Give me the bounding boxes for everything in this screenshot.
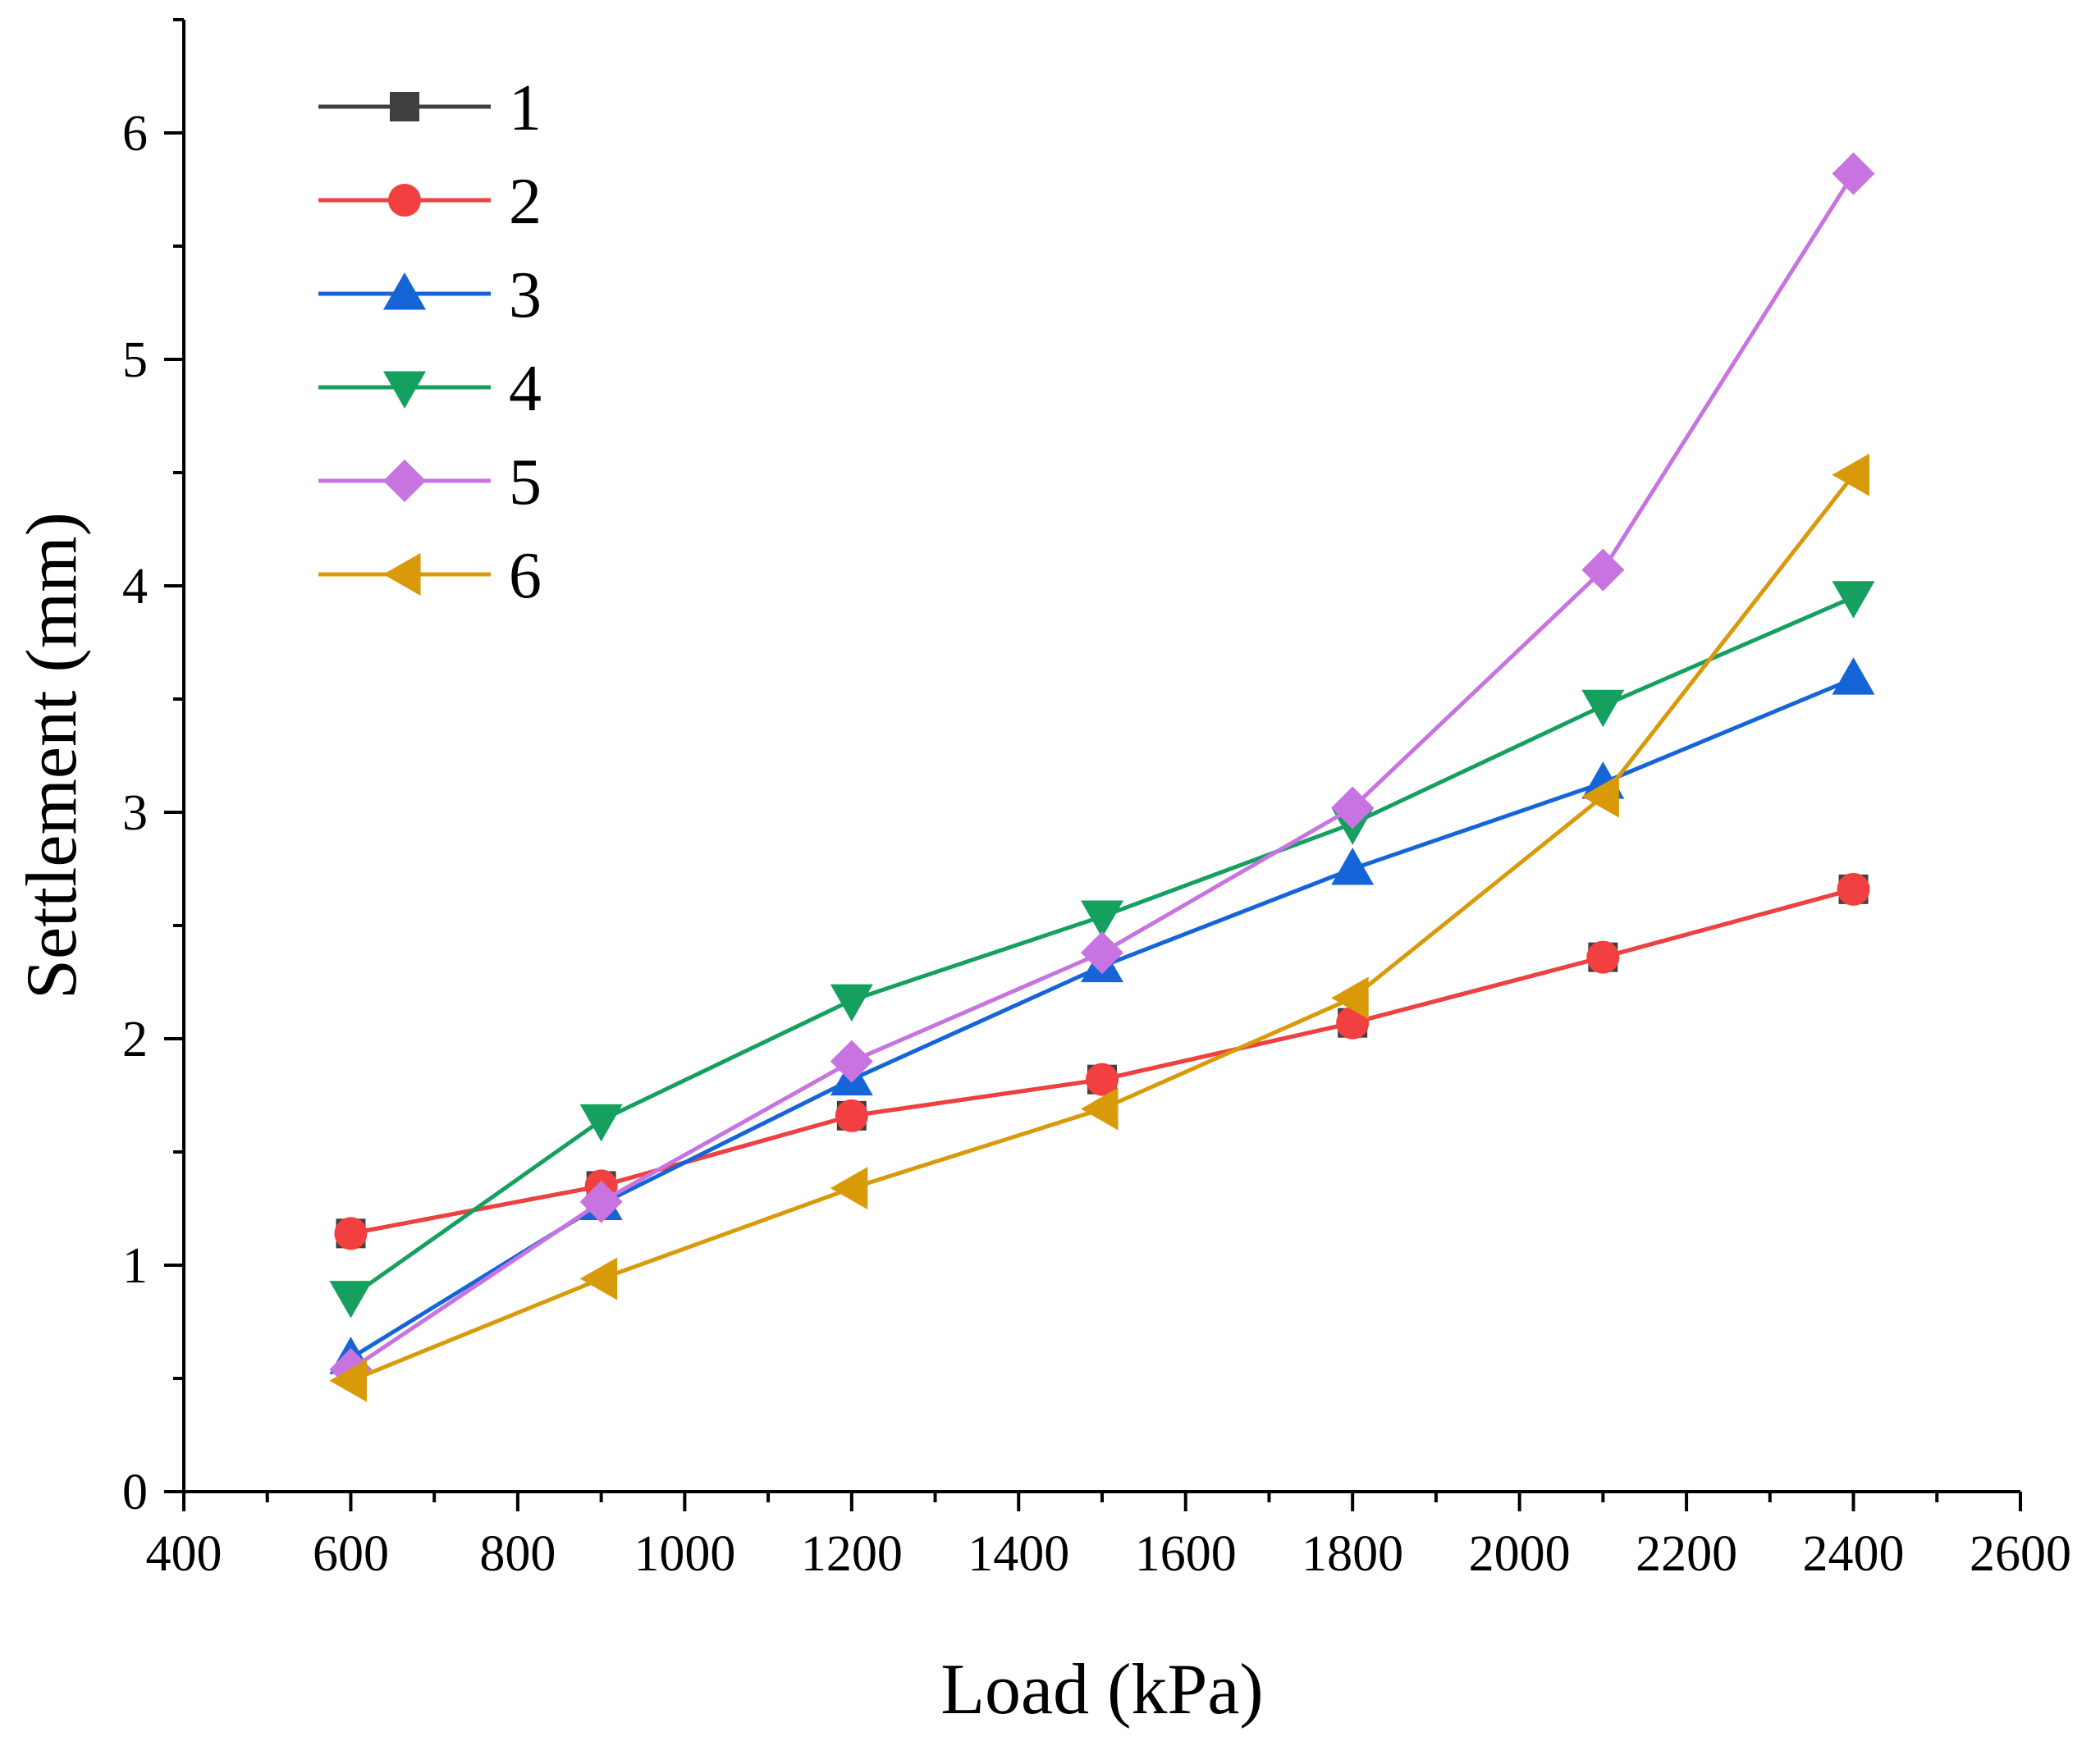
data-point-6	[1081, 1087, 1119, 1131]
data-point-4	[1081, 900, 1123, 938]
x-tick-label: 2400	[1803, 1526, 1905, 1582]
data-point-6	[830, 1167, 868, 1210]
legend-marker	[383, 272, 426, 310]
data-point-2	[334, 1217, 368, 1250]
data-point-2	[1086, 1063, 1119, 1096]
x-tick-label: 2000	[1469, 1526, 1571, 1582]
legend-label: 6	[509, 540, 542, 612]
y-axis-title: Settlement (mm)	[12, 512, 92, 999]
legend-label: 3	[509, 259, 542, 331]
y-tick-label: 5	[122, 332, 148, 388]
legend-label: 1	[509, 72, 542, 144]
data-point-6	[329, 1359, 367, 1402]
x-tick-label: 1200	[801, 1526, 903, 1582]
data-point-4	[329, 1281, 373, 1319]
legend-item-5: 5	[318, 446, 542, 519]
data-point-2	[1837, 872, 1870, 906]
x-tick-label: 2200	[1636, 1526, 1737, 1582]
data-point-6	[1331, 976, 1369, 1020]
legend-marker	[383, 371, 426, 409]
data-point-5	[830, 1040, 873, 1083]
x-tick-label: 1800	[1302, 1526, 1403, 1582]
x-axis-title: Load (kPa)	[940, 1650, 1263, 1730]
data-point-4	[579, 1104, 623, 1142]
data-point-3	[1832, 657, 1875, 695]
data-point-2	[1586, 940, 1620, 974]
legend-item-2: 2	[318, 166, 542, 238]
x-tick-label: 1400	[968, 1526, 1069, 1582]
data-point-5	[1081, 931, 1123, 975]
legend-marker	[383, 459, 426, 502]
x-tick-label: 1600	[1135, 1526, 1237, 1582]
data-point-6	[579, 1257, 618, 1300]
legend: 1 2 3 4 5 6	[318, 72, 542, 612]
data-point-6	[1581, 775, 1619, 818]
x-tick-label: 1000	[634, 1526, 735, 1582]
y-tick-label: 2	[122, 1012, 148, 1067]
legend-marker	[390, 92, 419, 121]
data-point-4	[830, 984, 873, 1022]
legend-item-3: 3	[318, 259, 542, 331]
axes: 400 600 800 1000 1200 1400 1600 1800 2000 2200 240…	[122, 18, 2071, 1582]
legend-item-6: 6	[318, 540, 542, 612]
y-tick-label: 4	[122, 559, 148, 615]
data-point-3	[1331, 848, 1375, 885]
x-tick-label: 2600	[1970, 1526, 2071, 1582]
series-layer	[329, 152, 1875, 1402]
data-point-4	[1581, 689, 1625, 728]
legend-marker	[388, 184, 421, 217]
x-tick-label: 800	[479, 1526, 556, 1582]
y-tick-label: 6	[122, 106, 148, 162]
legend-marker	[383, 553, 421, 596]
series-5	[329, 152, 1875, 1391]
data-point-5	[1331, 786, 1375, 830]
data-point-6	[1832, 453, 1870, 496]
y-tick-label: 0	[122, 1465, 148, 1520]
legend-label: 4	[509, 353, 542, 425]
legend-item-1: 1	[318, 72, 542, 144]
legend-item-4: 4	[318, 353, 542, 425]
data-point-5	[579, 1180, 623, 1223]
legend-label: 5	[509, 446, 542, 519]
series-3	[329, 657, 1875, 1374]
x-tick-label: 400	[146, 1526, 222, 1582]
legend-label: 2	[509, 166, 542, 238]
y-tick-label: 1	[122, 1238, 148, 1294]
y-tick-label: 3	[122, 785, 148, 841]
data-point-5	[1581, 548, 1625, 592]
x-tick-label: 600	[313, 1526, 389, 1582]
series-line-3	[350, 676, 1855, 1360]
data-point-5	[1832, 152, 1875, 195]
data-point-2	[835, 1099, 868, 1132]
data-point-4	[1832, 581, 1875, 619]
series-6	[329, 453, 1870, 1402]
